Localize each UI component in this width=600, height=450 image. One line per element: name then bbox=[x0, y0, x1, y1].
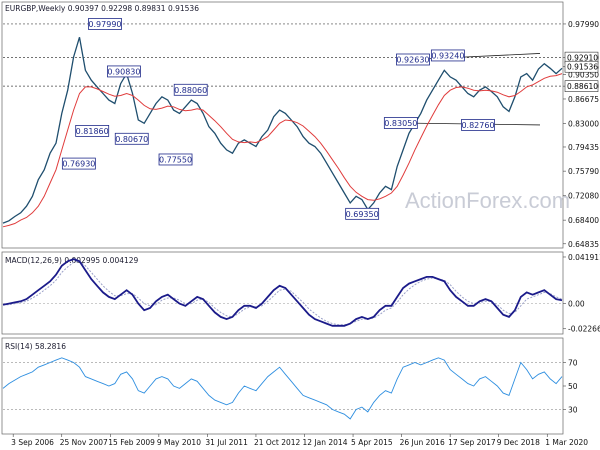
tag-label: 0.92910 bbox=[567, 54, 598, 63]
y-tick-label: 0.041911 bbox=[568, 253, 600, 262]
price-annotation: 0.83050 bbox=[383, 117, 418, 129]
annotation-label: 0.69350 bbox=[346, 210, 379, 219]
rsi-panel bbox=[1, 337, 564, 435]
annotation-box bbox=[88, 18, 122, 30]
x-tick-label: 17 Sep 2017 bbox=[448, 438, 496, 447]
x-tick-label: 5 Apr 2015 bbox=[351, 438, 393, 447]
annotation-box bbox=[461, 119, 495, 131]
y-tick-label: 0.00 bbox=[568, 300, 585, 309]
price-tag: 0.88610 bbox=[564, 80, 599, 92]
annotation-box bbox=[173, 83, 208, 96]
x-tick-label: 1 Mar 2020 bbox=[545, 438, 588, 447]
price-annotation: 0.93240 bbox=[430, 49, 465, 62]
annotation-box bbox=[107, 65, 141, 78]
y-tick-label: -0.022669 bbox=[568, 325, 600, 334]
annotation-label: 0.77550 bbox=[159, 155, 192, 164]
macd-series-line bbox=[2, 258, 563, 327]
price-annotation: 0.76930 bbox=[61, 157, 96, 170]
y-tick-label: 0.83000 bbox=[568, 119, 599, 128]
tag-box bbox=[564, 80, 599, 92]
y-tick-label: 0.64835 bbox=[568, 240, 599, 249]
x-tick-label: 21 Oct 2012 bbox=[254, 438, 301, 447]
annotation-label: 0.92630 bbox=[396, 55, 429, 64]
signal-series-line bbox=[3, 260, 563, 326]
tag-label: 0.91536 bbox=[567, 63, 598, 72]
sma-series-line bbox=[2, 73, 563, 228]
y-tick-label: 0.79435 bbox=[568, 143, 599, 152]
x-tick-label: 9 May 2010 bbox=[157, 438, 201, 447]
y-tick-label: 0.75790 bbox=[568, 167, 599, 176]
x-tick-label: 15 Feb 2009 bbox=[108, 438, 155, 447]
annotation-label: 0.93240 bbox=[431, 51, 464, 60]
annotation-label: 0.76930 bbox=[62, 160, 95, 169]
annotation-box bbox=[61, 157, 96, 170]
x-tick-label: 31 Jul 2011 bbox=[205, 438, 248, 447]
annotation-box bbox=[345, 207, 380, 220]
price-series-line bbox=[2, 37, 563, 224]
y-tick-label: 70 bbox=[568, 359, 578, 368]
price-annotation: 0.90830 bbox=[107, 65, 141, 78]
rsi-title: RSI(14) 58.2816 bbox=[5, 342, 66, 351]
price-annotation: 0.92630 bbox=[396, 53, 430, 66]
annotation-box bbox=[75, 125, 110, 137]
price-title: EURGBP,Weekly 0.90397 0.92298 0.89831 0.… bbox=[5, 4, 199, 13]
annotation-box bbox=[114, 132, 149, 145]
price-annotation: 0.81860 bbox=[75, 125, 110, 137]
annotation-box bbox=[158, 153, 193, 166]
annotation-label: 0.90830 bbox=[107, 67, 140, 76]
y-tick-label: 50 bbox=[568, 382, 578, 391]
tag-label: 0.88610 bbox=[567, 82, 598, 91]
annotation-label: 0.81860 bbox=[76, 127, 109, 136]
y-tick-label: 0.68400 bbox=[568, 216, 599, 225]
annotation-label: 0.97990 bbox=[88, 20, 121, 29]
x-tick-label: 25 Nov 2007 bbox=[60, 438, 108, 447]
x-tick-label: 3 Sep 2006 bbox=[11, 438, 54, 447]
annotation-box bbox=[430, 49, 465, 62]
watermark: ActionForex.com bbox=[405, 188, 570, 213]
annotation-box bbox=[383, 117, 418, 129]
y-tick-label: 0.86675 bbox=[568, 95, 599, 104]
price-annotation: 0.77550 bbox=[158, 153, 193, 166]
tag-box bbox=[564, 60, 599, 73]
price-annotation: 0.80670 bbox=[114, 132, 149, 145]
y-tick-label: 30 bbox=[568, 406, 578, 415]
price-annotation: 0.82760 bbox=[461, 119, 495, 131]
price-annotation: 0.88060 bbox=[173, 83, 208, 96]
x-tick-label: 9 Dec 2018 bbox=[497, 438, 540, 447]
x-tick-label: 12 Jan 2014 bbox=[303, 438, 348, 447]
annotation-label: 0.82760 bbox=[461, 121, 494, 130]
y-tick-label: 0.72080 bbox=[568, 192, 599, 201]
macd-panel bbox=[1, 251, 564, 335]
annotation-box bbox=[396, 53, 430, 66]
y-tick-label: 0.90350 bbox=[568, 71, 599, 80]
price-annotation: 0.69350 bbox=[345, 207, 380, 220]
y-tick-label: 0.97990 bbox=[568, 20, 599, 29]
annotation-label: 0.80670 bbox=[115, 135, 148, 144]
price-tag: 0.91536 bbox=[564, 60, 599, 73]
price-annotation: 0.97990 bbox=[88, 18, 122, 30]
annotation-label: 0.83050 bbox=[384, 119, 417, 128]
rsi-series-line bbox=[2, 357, 563, 420]
x-tick-label: 26 Jun 2016 bbox=[400, 438, 445, 447]
annotation-label: 0.88060 bbox=[174, 86, 207, 95]
